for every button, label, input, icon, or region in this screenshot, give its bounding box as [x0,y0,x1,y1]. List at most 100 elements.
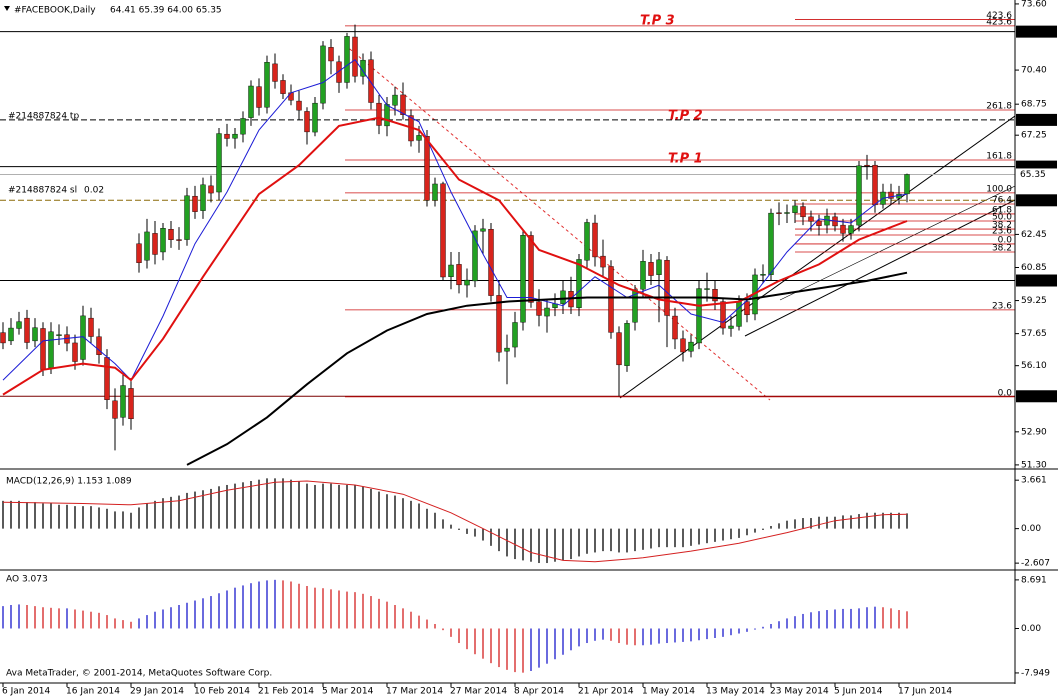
candle-body [464,279,470,286]
candle-body [104,357,110,400]
candle-body [488,229,494,296]
candle-body [632,289,638,323]
candle-body [312,102,318,133]
price-box [1016,113,1057,126]
x-tick-label: 1 May 2014 [642,687,695,697]
candle-body [512,322,518,348]
macd-panel [2,478,908,564]
candle-body [264,62,270,108]
candle-body [48,331,54,368]
candle-body [144,231,150,261]
candle-body [816,220,822,226]
x-tick-label: 10 Feb 2014 [194,687,250,697]
candle-body [200,184,206,211]
candle-body [768,212,774,275]
candle-body [784,212,790,214]
candle-body [296,100,302,111]
candle-body [8,327,14,342]
candle-body [664,260,670,316]
x-tick-label: 21 Feb 2014 [258,687,314,697]
order-label: 0.02 [84,186,104,196]
panel-title: AO 3.073 [6,575,48,585]
candle-body [888,191,894,199]
title-icon [4,6,10,11]
candle-body [640,261,646,290]
y-tick-label: 70.40 [1021,66,1047,76]
moving-average [186,271,908,466]
price-box [1016,25,1057,38]
x-tick-label: 6 Jan 2014 [2,687,50,697]
candle-body [840,224,846,234]
candle-body [424,136,430,201]
trend-line [344,44,771,401]
x-tick-label: 27 Mar 2014 [450,687,507,697]
price-box [1016,194,1057,207]
y-tick-label: 60.85 [1021,263,1047,273]
candle-body [304,111,310,133]
candle-body [400,94,406,115]
candle-body [672,315,678,340]
x-tick-label: 17 Mar 2014 [386,687,443,697]
x-tick-label: 16 Jan 2014 [66,687,120,697]
candle-body [416,135,422,141]
order-label: #214887824 sl [8,186,77,196]
x-tick-label: 29 Jan 2014 [130,687,184,697]
y-tick-label: 0.00 [1021,524,1041,534]
candle-body [32,327,38,342]
candle-body [432,183,438,201]
fibo-label: 0.0 [998,388,1013,398]
fibo-label: 23.6 [992,227,1012,237]
candle-body [448,264,454,277]
x-tick-label: 13 May 2014 [706,687,765,697]
x-tick-label: 17 Jun 2014 [898,687,952,697]
trend-line [744,199,1015,337]
x-tick-label: 8 Apr 2014 [514,687,564,697]
fibo-label: 61.8 [992,205,1012,215]
candle-body [680,338,686,353]
candle-body [728,325,734,329]
candle-body [16,321,22,329]
signal-line [2,480,908,563]
candle-body [528,235,534,303]
candle-body [328,47,334,62]
candle-body [864,164,870,167]
candle-body [256,86,262,108]
fibo-label: 261.8 [986,101,1012,111]
candle-body [648,262,654,276]
candle-body [536,301,542,316]
candle-body [248,85,254,118]
candle-body [232,133,238,139]
candle-body [40,328,46,370]
fibo-label: 100.0 [986,184,1012,194]
fibo-label: 23.6 [992,301,1012,311]
candle-body [848,225,854,234]
candle-body [904,174,910,195]
x-tick-label: 23 May 2014 [770,687,829,697]
annotation: T.P 1 [668,152,703,167]
candle-body [272,63,278,82]
x-tick-label: 5 Mar 2014 [322,687,374,697]
candle-body [544,307,550,317]
candle-body [136,243,142,263]
candle-body [208,185,214,194]
price-box-label: 65.35 [1020,170,1046,180]
candle-body [808,216,814,222]
candle-body [96,336,102,355]
price-box-label: 60.22 [1020,276,1046,286]
candle-body [520,235,526,323]
candle-body [368,59,374,103]
fibo-label: 38.2 [992,221,1012,231]
price-box [1016,168,1057,181]
candle-body [376,102,382,126]
annotation: T.P 2 [668,109,703,124]
candle-body [240,118,246,135]
price-box-label: 64.10 [1020,196,1046,206]
candle-body [576,259,582,308]
x-tick-label: 5 Jun 2014 [834,687,883,697]
y-tick-label: 52.90 [1021,427,1047,437]
y-tick-label: 68.75 [1021,100,1047,110]
candle-body [720,301,726,329]
candle-body [152,233,158,255]
